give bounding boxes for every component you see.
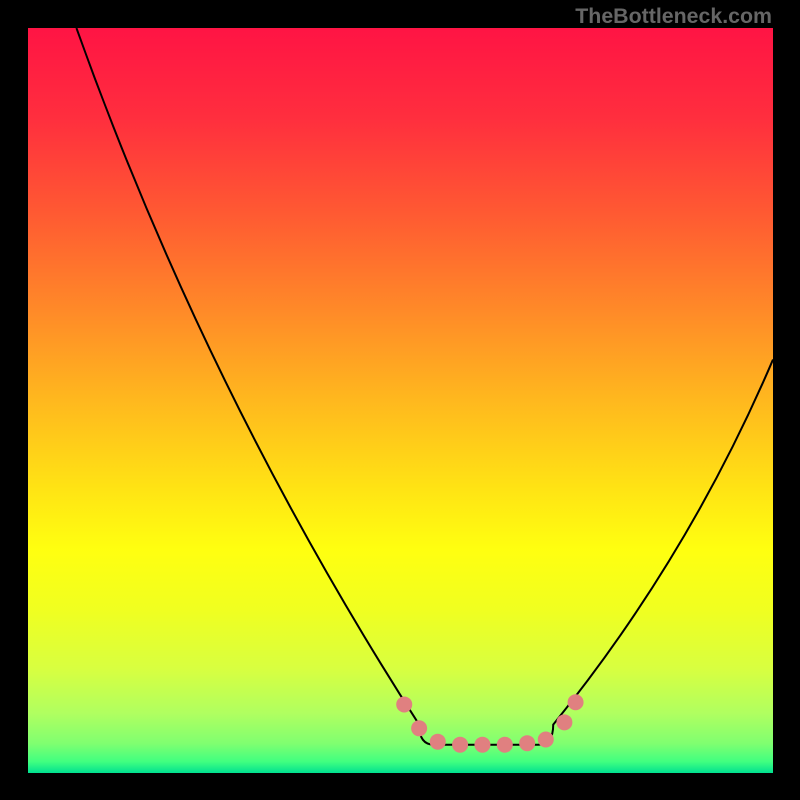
bottleneck-curve-svg — [28, 28, 773, 773]
sweet-spot-marker — [474, 737, 490, 753]
watermark-text: TheBottleneck.com — [575, 4, 772, 29]
sweet-spot-marker — [430, 734, 446, 750]
sweet-spot-marker — [568, 694, 584, 710]
sweet-spot-marker — [519, 735, 535, 751]
sweet-spot-marker — [411, 720, 427, 736]
sweet-spot-marker — [396, 696, 412, 712]
sweet-spot-marker — [452, 737, 468, 753]
sweet-spot-marker — [497, 737, 513, 753]
sweet-spot-marker — [556, 714, 572, 730]
bottleneck-curve — [76, 28, 773, 745]
sweet-spot-marker — [538, 731, 554, 747]
plot-area — [28, 28, 773, 773]
